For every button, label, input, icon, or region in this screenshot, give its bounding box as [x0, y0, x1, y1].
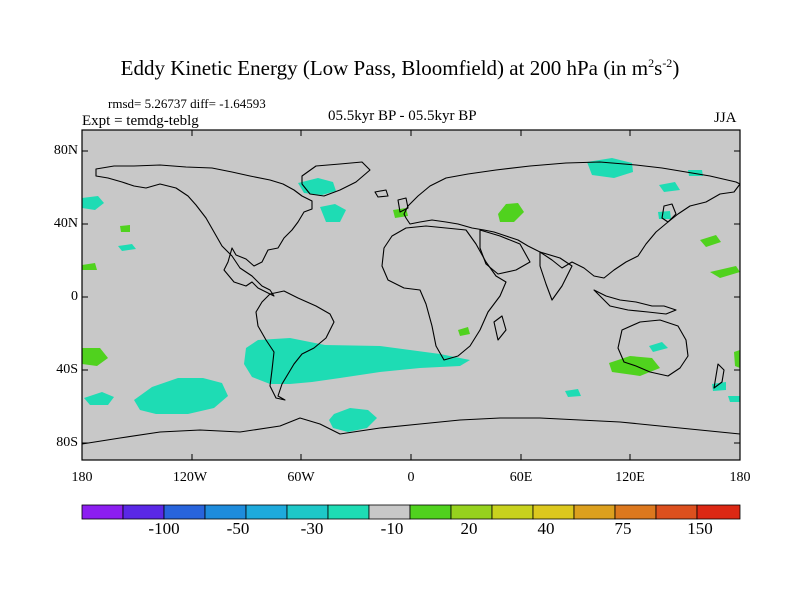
colorbar-segment	[655, 504, 698, 520]
negative-anomaly-patches	[82, 158, 740, 432]
lon-label: 120E	[615, 470, 645, 485]
anomaly-patch	[134, 378, 228, 414]
lat-label: 0	[71, 289, 78, 304]
greenland-coastline	[301, 161, 371, 197]
lat-label: 40N	[53, 216, 78, 231]
colorbar-label: 150	[687, 519, 713, 538]
anomaly-patch	[82, 263, 97, 270]
colorbar-segment	[368, 504, 411, 520]
colorbar-label: -100	[148, 519, 180, 538]
lon-label: 180	[729, 470, 751, 485]
colorbar-segment	[81, 504, 124, 520]
anomaly-patch	[658, 211, 671, 219]
anomaly-patch	[659, 182, 680, 192]
colorbar-label: -50	[226, 519, 250, 538]
axis-ticks	[81, 130, 741, 460]
lat-label: 40S	[56, 362, 78, 377]
experiment-label: Expt = temdg-teblg	[82, 113, 199, 129]
eurasia-coastline	[403, 161, 741, 279]
anomaly-patch	[587, 158, 633, 178]
anomaly-patch	[710, 266, 740, 278]
coastlines	[81, 161, 741, 445]
colorbar-segment	[409, 504, 452, 520]
anomaly-patch	[458, 327, 470, 336]
map-title: Eddy Kinetic Energy (Low Pass, Bloomfiel…	[120, 56, 680, 80]
anomaly-patch	[498, 203, 524, 222]
indonesia-coastline	[593, 289, 677, 315]
colorbar-segment	[614, 504, 657, 520]
anomaly-patch	[649, 342, 668, 352]
lon-label: 60W	[287, 470, 315, 485]
lon-label: 60E	[509, 470, 533, 485]
colorbar	[81, 504, 741, 520]
lat-label: 80S	[56, 435, 78, 450]
colorbar-segment	[204, 504, 247, 520]
colorbar-segment	[532, 504, 575, 520]
arabia-coastline	[479, 229, 531, 275]
lat-label: 80N	[53, 143, 78, 158]
colorbar-segment	[450, 504, 493, 520]
anomaly-patch	[700, 235, 721, 247]
uk-coastline	[397, 197, 409, 213]
anomaly-patch	[244, 338, 470, 384]
colorbar-segment	[573, 504, 616, 520]
anomaly-patch	[728, 396, 740, 402]
iceland-coastline	[374, 189, 389, 198]
madagascar-coastline	[493, 315, 507, 341]
colorbar-segment	[696, 504, 741, 520]
japan-coastline	[661, 203, 677, 223]
south-america-coastline	[255, 290, 335, 401]
lon-label: 120W	[172, 470, 208, 485]
north-america-coastline	[95, 164, 313, 297]
season-label: JJA	[714, 110, 737, 126]
colorbar-segment	[286, 504, 329, 520]
colorbar-label: -30	[300, 519, 324, 538]
anomaly-patch	[329, 408, 377, 432]
africa-coastline	[381, 225, 507, 361]
period-label: 05.5kyr BP - 05.5kyr BP	[328, 108, 477, 124]
lon-label: 0	[407, 470, 415, 485]
colorbar-segment	[491, 504, 534, 520]
colorbar-label: 40	[537, 519, 555, 538]
lon-label: 180	[71, 470, 93, 485]
antarctica-coastline	[81, 417, 741, 445]
colorbar-label: 20	[460, 519, 478, 538]
australia-coastline	[617, 319, 689, 377]
colorbar-label: 75	[614, 519, 632, 538]
anomaly-patch	[82, 196, 104, 210]
colorbar-segment	[122, 504, 165, 520]
anomaly-patch	[82, 348, 108, 366]
anomaly-patch	[118, 244, 136, 251]
colorbar-segment	[327, 504, 370, 520]
anomaly-patch	[734, 350, 740, 368]
new-zealand-coastline	[713, 363, 725, 389]
colorbar-segment	[163, 504, 206, 520]
statistics-label: rmsd= 5.26737 diff= -1.64593	[108, 96, 266, 111]
india-coastline	[539, 251, 573, 301]
colorbar-segment	[245, 504, 288, 520]
anomaly-patch	[84, 392, 114, 405]
anomaly-patch	[712, 382, 726, 391]
colorbar-label: -10	[380, 519, 404, 538]
anomaly-patch	[120, 225, 130, 232]
anomaly-patch	[565, 389, 581, 397]
anomaly-patch	[320, 204, 346, 222]
